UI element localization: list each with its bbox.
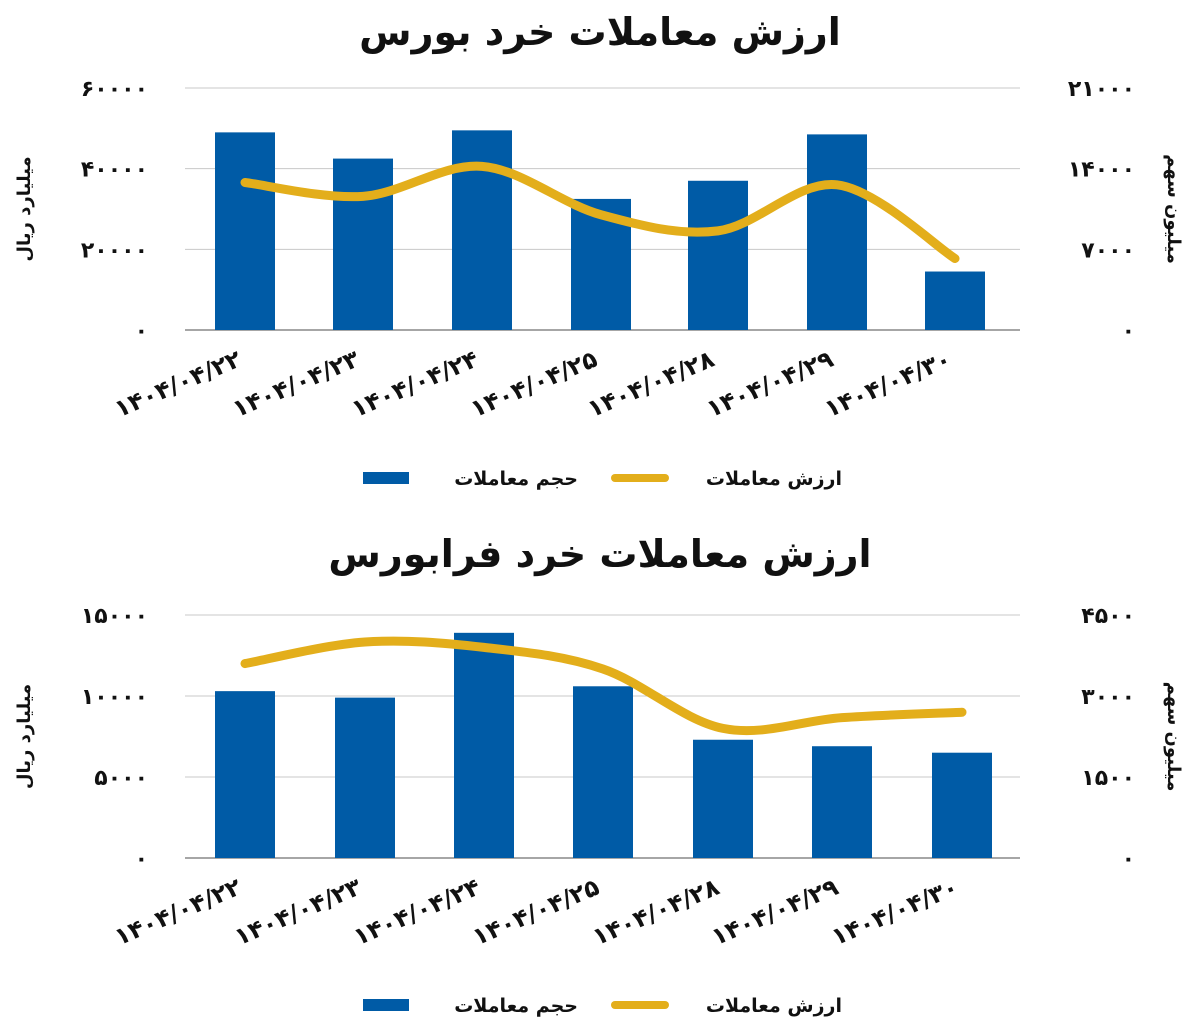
farabourse-bar bbox=[812, 746, 872, 858]
bourse-category-label: ۱۴۰۴/۰۴/۲۸ bbox=[583, 345, 718, 424]
bourse-bar bbox=[452, 130, 512, 330]
bourse-right-tick-label: ۷۰۰۰ bbox=[1081, 238, 1135, 263]
bourse-bar bbox=[333, 158, 393, 330]
bourse-legend-bar-label: حجم معاملات bbox=[454, 468, 578, 490]
farabourse-bar bbox=[215, 691, 275, 858]
farabourse-category-label: ۱۴۰۴/۰۴/۲۳ bbox=[230, 873, 365, 952]
farabourse-left-tick-label: ۰ bbox=[135, 847, 148, 872]
bourse-legend-line-label: ارزش معاملات bbox=[706, 468, 842, 490]
farabourse-legend-bar-swatch bbox=[363, 999, 409, 1011]
farabourse-category-label: ۱۴۰۴/۰۴/۳۰ bbox=[827, 873, 962, 951]
bourse-category-label: ۱۴۰۴/۰۴/۳۰ bbox=[820, 345, 955, 423]
bourse-category-label: ۱۴۰۴/۰۴/۲۲ bbox=[110, 345, 245, 424]
bourse-right-tick-label: ۲۱۰۰۰ bbox=[1068, 77, 1135, 102]
bourse-category-label: ۱۴۰۴/۰۴/۲۳ bbox=[228, 345, 363, 424]
bourse-right-axis-label: میلیون سهم bbox=[1163, 154, 1184, 264]
farabourse-left-tick-label: ۵۰۰۰ bbox=[94, 766, 148, 791]
bourse-category-label: ۱۴۰۴/۰۴/۲۹ bbox=[702, 345, 837, 424]
bourse-left-axis-label: میلیارد ریال bbox=[14, 156, 35, 261]
farabourse-category-label: ۱۴۰۴/۰۴/۲۹ bbox=[707, 873, 842, 952]
bourse-category-label: ۱۴۰۴/۰۴/۲۴ bbox=[347, 345, 482, 423]
bourse-left-tick-label: ۶۰۰۰۰ bbox=[81, 77, 148, 102]
chart-bourse: ارزش معاملات خرد بورس ۶۰۰۰۰ ۲۱۰۰۰ ۴۰۰۰۰ ۱۴۰۰… bbox=[0, 0, 1200, 515]
farabourse-bar bbox=[693, 739, 753, 858]
farabourse-left-tick-label: ۱۵۰۰۰ bbox=[81, 604, 148, 629]
farabourse-right-axis-label: میلیون سهم bbox=[1163, 682, 1184, 792]
farabourse-category-label: ۱۴۰۴/۰۴/۲۲ bbox=[110, 873, 245, 952]
farabourse-legend-bar-label: حجم معاملات bbox=[454, 995, 578, 1017]
farabourse-legend-line-label: ارزش معاملات bbox=[706, 995, 842, 1017]
farabourse-left-tick-label: ۱۰۰۰۰ bbox=[81, 685, 148, 710]
farabourse-bar bbox=[335, 697, 395, 858]
farabourse-right-tick-label: ۳۰۰۰ bbox=[1081, 685, 1135, 710]
bourse-bar bbox=[215, 132, 275, 330]
farabourse-category-label: ۱۴۰۴/۰۴/۲۵ bbox=[468, 873, 603, 951]
farabourse-right-tick-label: ۰ bbox=[1122, 847, 1135, 872]
bourse-right-tick-label: ۱۴۰۰۰ bbox=[1068, 158, 1135, 183]
chart-farabourse: ارزش معاملات خرد فرابورس ۱۵۰۰۰ ۴۵۰۰ ۱۰۰۰۰ ۳۰… bbox=[0, 520, 1200, 1035]
farabourse-bar bbox=[932, 752, 992, 858]
bourse-bar bbox=[807, 134, 867, 330]
farabourse-title: ارزش معاملات خرد فرابورس bbox=[328, 532, 871, 576]
bourse-left-tick-label: ۴۰۰۰۰ bbox=[81, 158, 148, 183]
bourse-bar bbox=[688, 180, 748, 330]
bourse-bar bbox=[925, 271, 985, 330]
farabourse-right-tick-label: ۱۵۰۰ bbox=[1081, 766, 1135, 791]
farabourse-left-axis-label: میلیارد ریال bbox=[14, 684, 35, 789]
farabourse-bar bbox=[454, 632, 514, 858]
farabourse-category-label: ۱۴۰۴/۰۴/۲۴ bbox=[349, 873, 484, 951]
bourse-legend-bar-swatch bbox=[363, 472, 409, 484]
bourse-left-tick-label: ۲۰۰۰۰ bbox=[81, 238, 148, 263]
chart-bourse-svg: ارزش معاملات خرد بورس ۶۰۰۰۰ ۲۱۰۰۰ ۴۰۰۰۰ ۱۴۰۰… bbox=[14, 10, 1184, 490]
farabourse-bar bbox=[573, 686, 633, 858]
bourse-left-tick-label: ۰ bbox=[135, 319, 148, 344]
farabourse-right-tick-label: ۴۵۰۰ bbox=[1081, 604, 1135, 629]
bourse-title: ارزش معاملات خرد بورس bbox=[359, 10, 841, 54]
bourse-right-tick-label: ۰ bbox=[1122, 319, 1135, 344]
bourse-category-label: ۱۴۰۴/۰۴/۲۵ bbox=[466, 345, 601, 423]
farabourse-category-label: ۱۴۰۴/۰۴/۲۸ bbox=[588, 873, 723, 952]
